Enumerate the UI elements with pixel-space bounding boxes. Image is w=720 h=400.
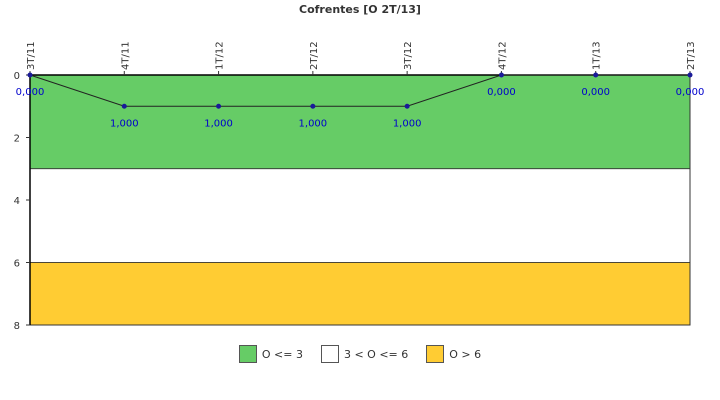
legend-swatch: [238, 345, 257, 363]
band-2: [29, 262, 691, 326]
data-point: [498, 72, 504, 78]
y-tick-label: 2: [14, 134, 20, 145]
data-label: 1,000: [299, 118, 328, 129]
data-point: [216, 103, 222, 109]
bands: [29, 74, 691, 326]
x-tick-label: 2T/13: [686, 41, 697, 70]
data-point: [593, 72, 599, 78]
series: [27, 72, 693, 109]
x-tick-label: 1T/12: [215, 41, 226, 70]
data-label: 0,000: [676, 87, 705, 98]
x-tick-label: 4T/11: [120, 41, 131, 70]
x-tick-label: 2T/12: [309, 41, 320, 70]
chart-title: Cofrentes [O 2T/13]: [299, 3, 421, 16]
y-tick-label: 6: [14, 259, 20, 270]
y-tick-label: 8: [14, 321, 20, 332]
data-label: 1,000: [110, 118, 139, 129]
legend-item: O <= 3: [238, 345, 303, 363]
y-tick-label: 0: [14, 71, 20, 82]
legend-label: O > 6: [449, 347, 482, 361]
legend-swatch: [426, 345, 445, 363]
x-tick-label: 3T/12: [403, 41, 414, 70]
data-point: [687, 72, 693, 78]
legend-item: O > 6: [426, 345, 481, 363]
data-point: [27, 72, 33, 78]
data-label: 1,000: [204, 118, 233, 129]
data-label: 0,000: [16, 87, 45, 98]
data-label: 1,000: [393, 118, 422, 129]
x-tick-label: 4T/12: [497, 41, 508, 70]
data-point: [404, 103, 410, 109]
x-tick-label: 3T/11: [26, 41, 37, 70]
data-point: [121, 103, 127, 109]
data-point: [310, 103, 316, 109]
x-tick-label: 1T/13: [592, 41, 603, 70]
labels: 0,000 1,000 1,000 1,000 1,000 0,000 0,000 0,000: [16, 87, 705, 129]
legend-label: 3 < O <= 6: [343, 347, 409, 361]
y-tick-label: 4: [14, 196, 20, 207]
series-line: [29, 74, 690, 107]
legend-label: O <= 3: [261, 347, 303, 361]
legend-swatch: [320, 345, 339, 363]
data-label: 0,000: [581, 87, 610, 98]
legend: O <= 3 3 < O <= 6 O > 6: [0, 345, 720, 363]
band-1: [29, 168, 691, 263]
data-label: 0,000: [487, 87, 516, 98]
legend-item: 3 < O <= 6: [320, 345, 409, 363]
